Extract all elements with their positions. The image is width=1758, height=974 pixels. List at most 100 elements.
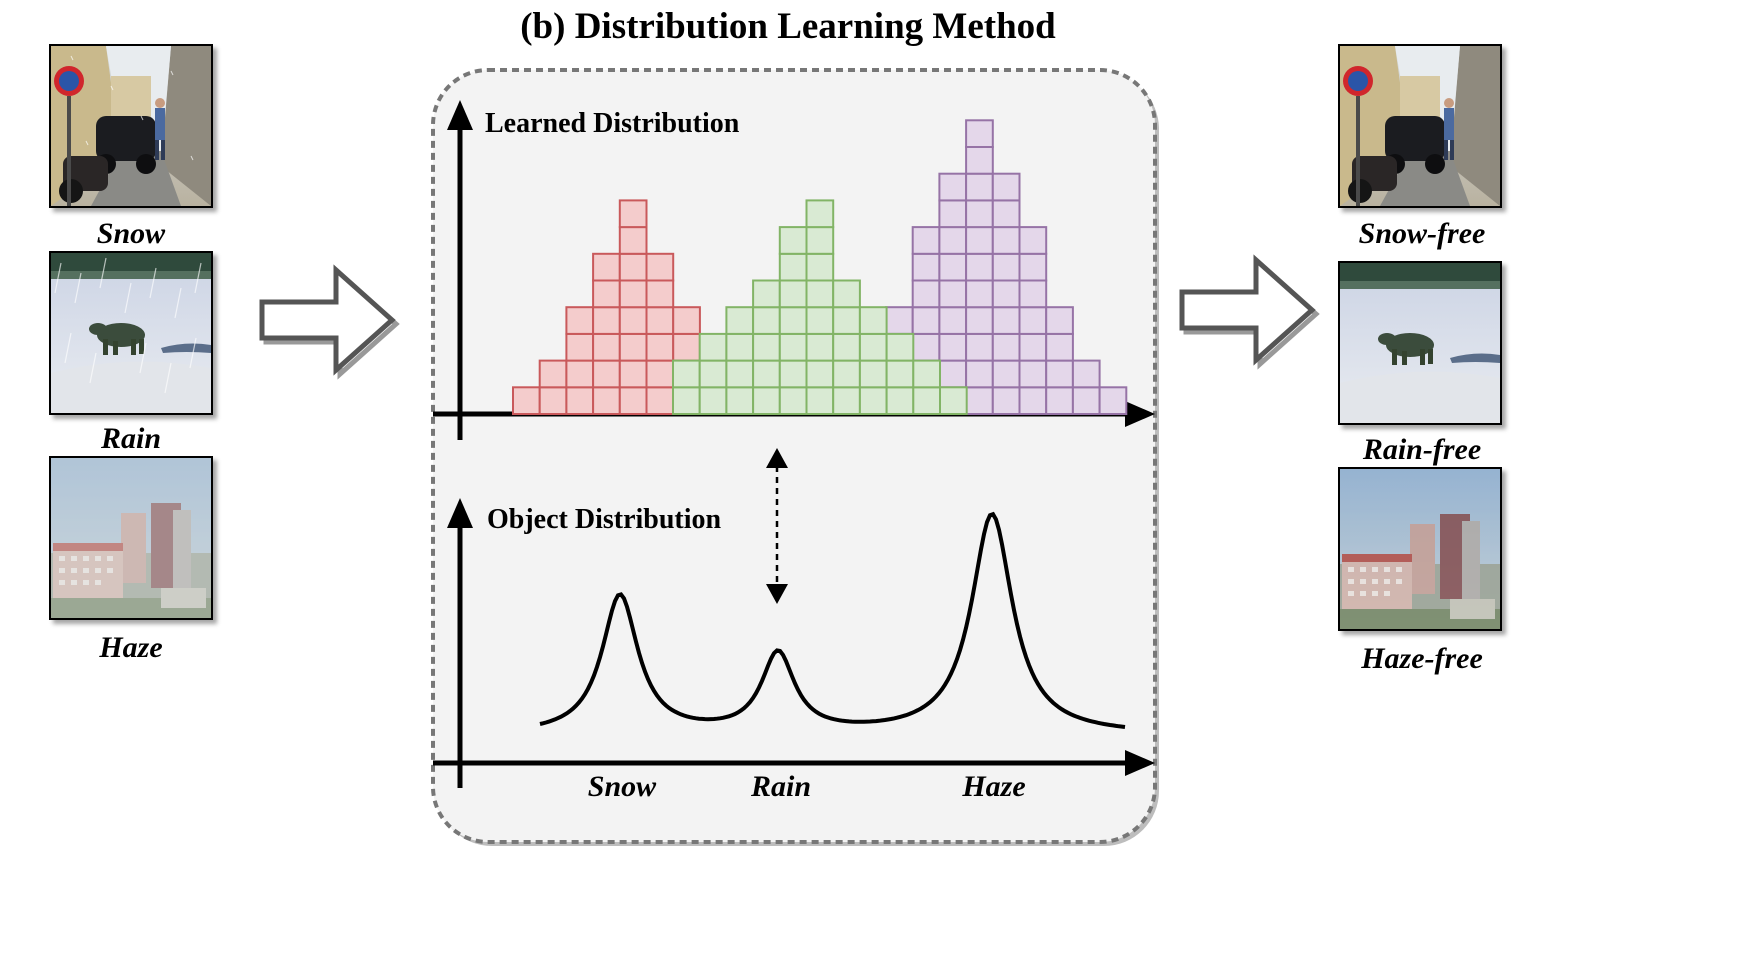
- histogram-cell-green: [672, 386, 701, 415]
- object-distribution-curve: [539, 511, 1126, 729]
- histogram-cell-red: [592, 306, 621, 335]
- histogram-cell-purple: [991, 386, 1021, 415]
- histogram-cell-green: [858, 386, 888, 415]
- histogram-cell-green: [778, 226, 808, 255]
- histogram-cell-red: [592, 332, 621, 362]
- histogram-cell-purple: [1018, 252, 1048, 282]
- histogram-cell-green: [939, 386, 968, 415]
- histogram-cell-green: [725, 359, 755, 389]
- histogram-cell-green: [778, 306, 808, 335]
- histogram-cell-green: [805, 359, 835, 389]
- histogram-cell-red: [618, 386, 648, 415]
- object-distribution-label: Object Distribution: [487, 504, 722, 535]
- input-image-haze: [49, 456, 213, 620]
- histogram-cell-green: [805, 306, 835, 335]
- histogram-cell-purple: [938, 252, 968, 282]
- histogram-cell-purple: [1018, 306, 1048, 335]
- histogram-cell-purple: [965, 226, 994, 255]
- histogram-cell-green: [832, 279, 861, 309]
- histogram-cell-purple: [1018, 226, 1048, 255]
- histogram-cell-purple: [965, 172, 994, 202]
- histogram-cell-purple: [1045, 386, 1074, 415]
- histogram-cell-green: [885, 359, 915, 389]
- histogram-cell-purple: [965, 146, 994, 175]
- histogram-cell-purple: [938, 359, 968, 389]
- histogram-cell-purple: [991, 199, 1021, 229]
- histogram-cell-purple: [1071, 386, 1101, 415]
- histogram-cell-green: [752, 332, 781, 362]
- histogram-cell-red: [565, 386, 595, 415]
- histogram-cell-green: [725, 306, 755, 335]
- histogram-cell-green: [858, 332, 888, 362]
- histogram-cell-green: [698, 332, 728, 362]
- histogram-cell-green: [885, 386, 915, 415]
- histogram-cell-purple: [965, 332, 994, 362]
- histogram-cell-purple: [1018, 279, 1048, 309]
- input-arrow: [259, 264, 400, 380]
- histogram-cell-red: [618, 226, 648, 255]
- diagram-title: (b) Distribution Learning Method: [520, 6, 1056, 47]
- histogram-cell-green: [778, 279, 808, 309]
- histogram-cell-red: [618, 359, 648, 389]
- correspondence-arrow: [766, 448, 788, 604]
- histogram-cell-purple: [1018, 359, 1048, 389]
- object-x-arrowhead: [1125, 750, 1155, 776]
- histogram-cell-green: [805, 252, 835, 282]
- histogram-cell-purple: [991, 332, 1021, 362]
- learned-histogram: [512, 119, 1128, 415]
- histogram-cell-purple: [938, 226, 968, 255]
- histogram-cell-red: [672, 332, 701, 362]
- histogram-cell-green: [698, 359, 728, 389]
- learned-x-arrowhead: [1125, 401, 1155, 427]
- histogram-cell-green: [778, 359, 808, 389]
- histogram-cell-red: [592, 279, 621, 309]
- histogram-cell-red: [618, 332, 648, 362]
- histogram-cell-red: [645, 386, 675, 415]
- histogram-cell-green: [725, 386, 755, 415]
- histogram-cell-green: [778, 386, 808, 415]
- input-caption-haze: Haze: [98, 631, 162, 664]
- histogram-cell-green: [752, 386, 781, 415]
- output-images: Snow-free Rain-free Haze-free: [1338, 44, 1502, 675]
- learned-distribution-label: Learned Distribution: [485, 108, 740, 139]
- histogram-cell-green: [672, 359, 701, 389]
- input-image-rain: [49, 251, 213, 415]
- histogram-cell-red: [645, 252, 675, 282]
- histogram-cell-purple: [965, 359, 994, 389]
- histogram-cell-green: [858, 359, 888, 389]
- histogram-cell-purple: [991, 359, 1021, 389]
- output-image-haze-free: [1338, 467, 1502, 631]
- histogram-cell-red: [618, 252, 648, 282]
- object-y-arrowhead: [447, 498, 473, 528]
- histogram-cell-purple: [965, 279, 994, 309]
- histogram-cell-green: [832, 386, 861, 415]
- histogram-cell-green: [805, 332, 835, 362]
- histogram-cell-red: [565, 332, 595, 362]
- histogram-cell-red: [645, 332, 675, 362]
- histogram-cell-green: [752, 279, 781, 309]
- histogram-cell-green: [912, 386, 941, 415]
- histogram-cell-purple: [965, 252, 994, 282]
- histogram-cell-purple: [938, 199, 968, 229]
- histogram-cell-purple: [911, 306, 941, 335]
- histogram-cell-purple: [911, 252, 941, 282]
- histogram-cell-red: [592, 252, 621, 282]
- histogram-cell-red: [645, 279, 675, 309]
- histogram-cell-green: [752, 306, 781, 335]
- input-image-snow: [49, 44, 213, 208]
- histogram-cell-purple: [938, 279, 968, 309]
- x-label-rain: Rain: [750, 770, 811, 803]
- histogram-cell-purple: [965, 199, 994, 229]
- histogram-cell-purple: [938, 172, 968, 202]
- histogram-cell-red: [538, 386, 568, 415]
- histogram-cell-red: [618, 279, 648, 309]
- histogram-cell-purple: [991, 306, 1021, 335]
- histogram-cell-green: [805, 386, 835, 415]
- distribution-panel: [431, 68, 1159, 846]
- histogram-cell-red: [565, 306, 595, 335]
- histogram-cell-red: [672, 306, 701, 335]
- histogram-cell-purple: [991, 226, 1021, 255]
- histogram-cell-green: [698, 386, 728, 415]
- histogram-cell-purple: [1018, 386, 1048, 415]
